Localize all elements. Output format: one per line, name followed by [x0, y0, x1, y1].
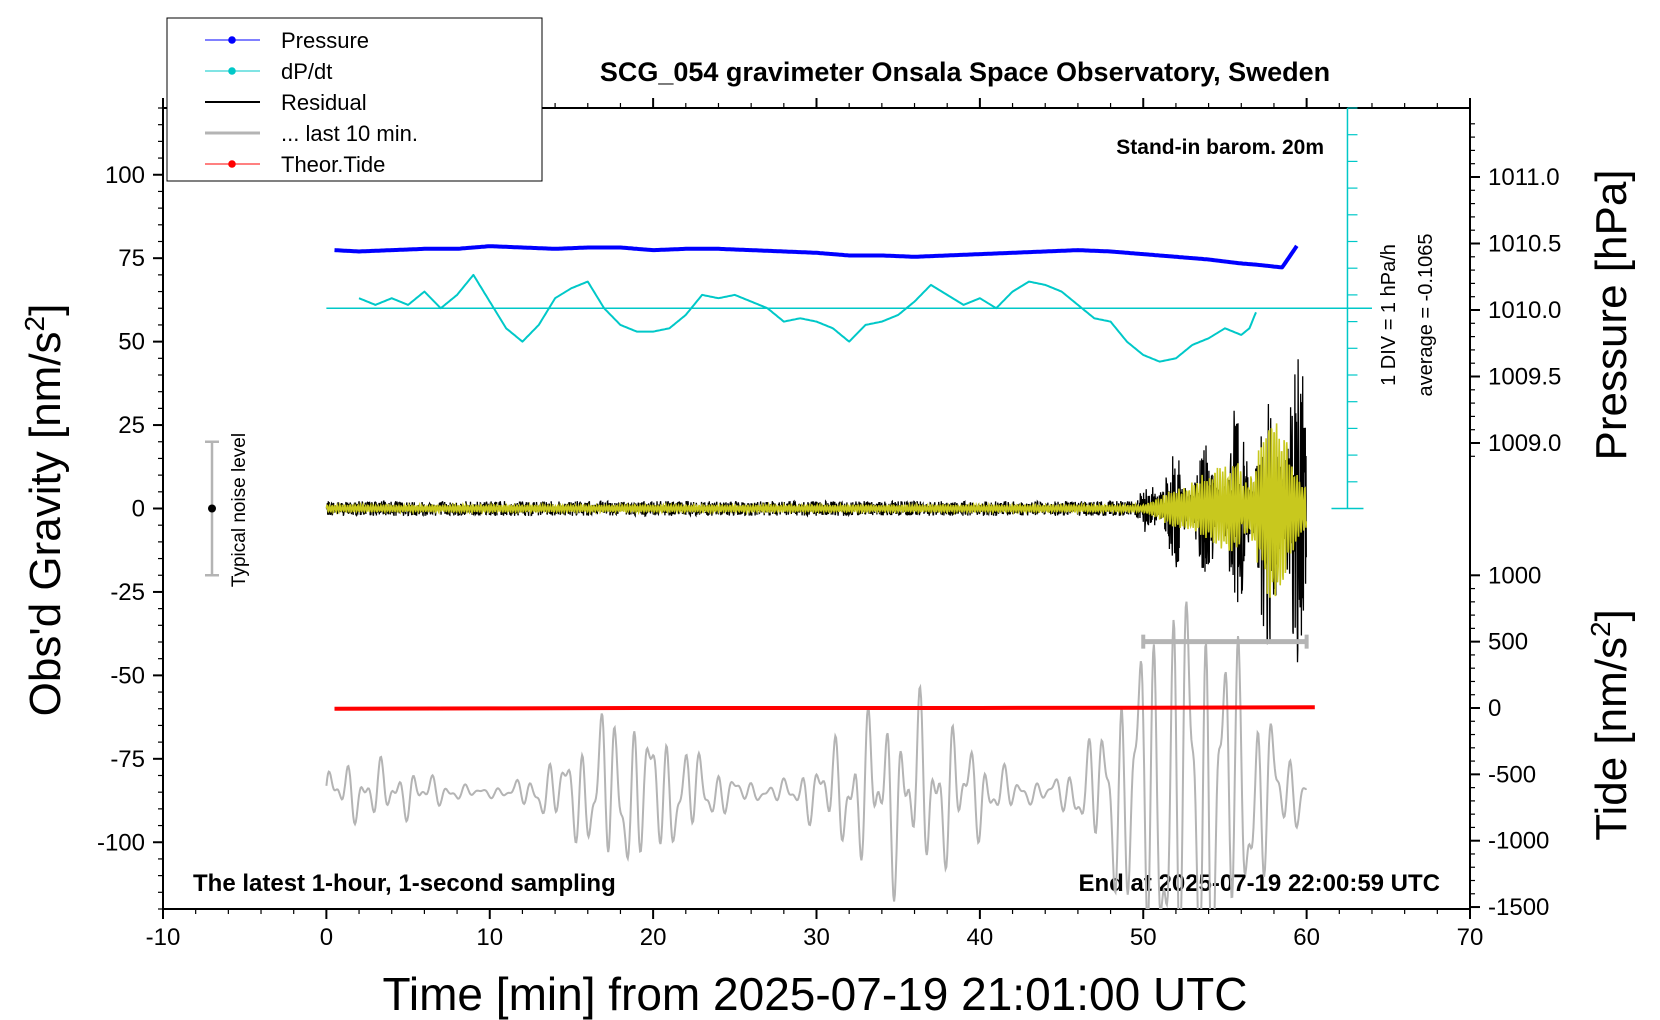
y-axis-label-tide: Tide [nm/s2] — [1585, 609, 1636, 841]
tide-tick-label: -1500 — [1488, 894, 1549, 921]
residual-smoothed-line — [325, 423, 1308, 598]
y-tick-label: -25 — [110, 579, 145, 606]
legend-box — [166, 17, 543, 182]
x-tick-label: 70 — [1457, 924, 1484, 951]
y-tick-label: -50 — [110, 662, 145, 689]
y-tick-label: 100 — [105, 162, 145, 189]
y-tick-label: -100 — [97, 829, 145, 856]
pressure-tick-label: 1010.5 — [1488, 231, 1561, 258]
y-left-sup: 2 — [19, 316, 50, 332]
theor-tide-line — [334, 705, 1315, 711]
legend-label: Pressure — [281, 28, 369, 53]
tide-tick-label: -1000 — [1488, 828, 1549, 855]
legend-label: Theor.Tide — [281, 152, 385, 177]
legend-item: dP/dt — [205, 59, 332, 84]
pressure-tick-label: 1011.0 — [1488, 164, 1560, 191]
x-axis-label: Time [min] from 2025-07-19 21:01:00 UTC — [383, 968, 1248, 1020]
average-note: average = -0.1065 — [1415, 234, 1437, 397]
tide-tick-label: -500 — [1488, 761, 1536, 788]
y-tick-label: 25 — [118, 412, 145, 439]
legend-label: Residual — [281, 90, 367, 115]
y-axis-label-pressure: Pressure [hPa] — [1587, 169, 1636, 460]
pressure-tick-label: 1010.0 — [1488, 297, 1561, 324]
x-tick-label: 20 — [640, 924, 667, 951]
legend-marker — [228, 36, 236, 44]
pressure-tick-label: 1009.5 — [1488, 364, 1561, 391]
noise-label: Typical noise level — [229, 433, 250, 587]
tide-tick-label: 0 — [1488, 695, 1501, 722]
y-tick-label: 0 — [132, 496, 145, 523]
y-axis-label-left: Obs'd Gravity [nm/s2] — [19, 304, 70, 717]
x-tick-label: 60 — [1293, 924, 1320, 951]
x-tick-label: 40 — [967, 924, 994, 951]
legend-label: ... last 10 min. — [281, 121, 418, 146]
last-10-min-line — [325, 601, 1308, 909]
y-tide-sup: 2 — [1585, 621, 1616, 637]
tide-tick-label: 1000 — [1488, 562, 1541, 589]
chart-title: SCG_054 gravimeter Onsala Space Observat… — [600, 57, 1330, 87]
legend-item: Theor.Tide — [205, 152, 385, 177]
tide-tick-label: 500 — [1488, 629, 1528, 656]
pressure-tick-label: 1009.0 — [1488, 430, 1561, 457]
legend-item: Residual — [205, 90, 367, 115]
end-time-note: End at 2025-07-19 22:00:59 UTC — [1079, 870, 1441, 897]
legend-item: ... last 10 min. — [205, 121, 418, 146]
y-tick-label: 75 — [118, 245, 145, 272]
legend-label: dP/dt — [281, 59, 332, 84]
scale-div-note: 1 DIV = 1 hPa/h — [1378, 244, 1400, 386]
sampling-note: The latest 1-hour, 1-second sampling — [193, 870, 616, 897]
x-tick-label: 0 — [320, 924, 333, 951]
barometer-note: Stand-in barom. 20m — [1116, 136, 1324, 159]
x-tick-label: 30 — [803, 924, 830, 951]
legend-item: Pressure — [205, 28, 369, 53]
legend-marker — [228, 67, 236, 75]
y-tick-label: -75 — [110, 746, 145, 773]
dpdt-line — [358, 273, 1257, 363]
noise-bar-point — [208, 504, 217, 513]
x-tick-label: 50 — [1130, 924, 1157, 951]
y-tick-label: 50 — [118, 329, 145, 356]
pressure-line — [334, 244, 1299, 270]
legend-marker — [228, 160, 236, 168]
x-tick-label: 10 — [476, 924, 503, 951]
x-tick-label: -10 — [146, 924, 181, 951]
